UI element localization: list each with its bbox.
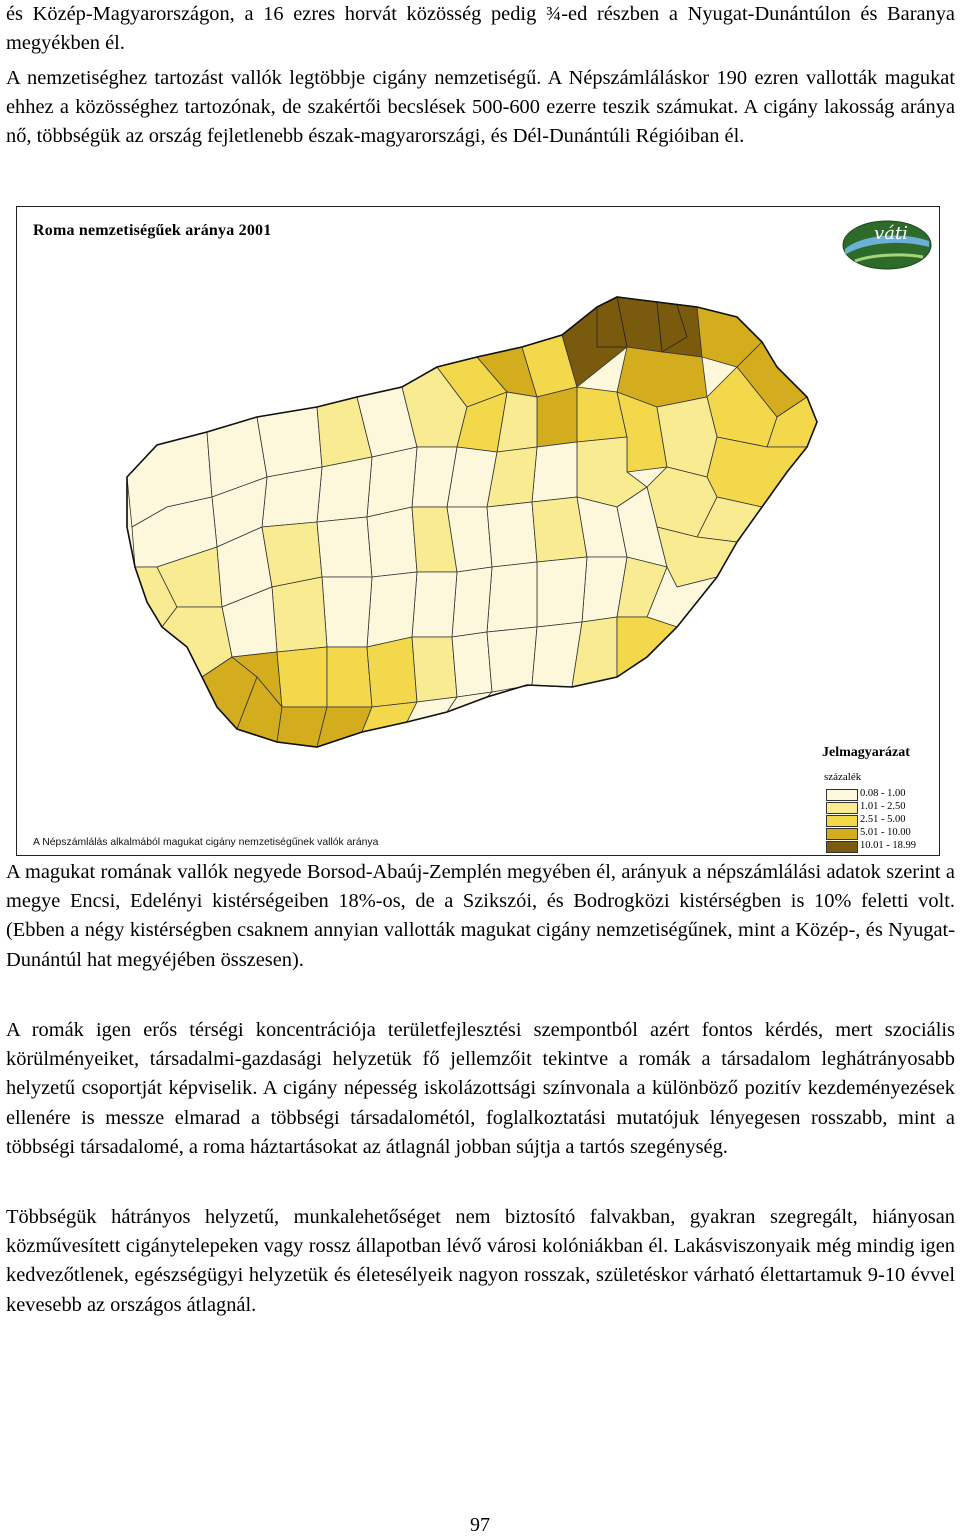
legend-label: 2.51 - 5.00 xyxy=(860,814,906,825)
legend-swatch xyxy=(826,789,858,801)
legend-swatch xyxy=(826,815,858,827)
paragraph-living-conditions: Többségük hátrányos helyzetű, munkalehet… xyxy=(6,1206,955,1316)
paragraph-concentration: A romák igen erős térségi koncentrációja… xyxy=(6,1019,955,1158)
legend-label: 1.01 - 2.50 xyxy=(860,801,906,812)
legend-label: 0.08 - 1.00 xyxy=(860,788,906,799)
legend-label: 10.01 - 18.99 xyxy=(860,840,916,851)
vati-logo: váti xyxy=(842,220,932,270)
map-figure: Roma nemzetiségűek aránya 2001 váti A Né… xyxy=(16,206,940,856)
legend-unit: százalék xyxy=(824,771,862,783)
legend-item: 5.01 - 10.00 xyxy=(826,827,936,840)
legend-swatch xyxy=(826,802,858,814)
legend-swatch xyxy=(826,841,858,853)
page-number: 97 xyxy=(470,1514,490,1536)
legend-label: 5.01 - 10.00 xyxy=(860,827,911,838)
map-legend: Jelmagyarázat százalék 0.08 - 1.00 1.01 … xyxy=(812,737,937,855)
paragraph-roma-count: A nemzetiséghez tartozást vallók legtöbb… xyxy=(6,67,955,148)
legend-item: 0.08 - 1.00 xyxy=(826,788,936,801)
paragraph-borsod: A magukat romának vallók negyede Borsod-… xyxy=(6,861,955,971)
legend-item: 10.01 - 18.99 xyxy=(826,840,936,853)
map-source-note: A Népszámlálás alkalmából magukat cigány… xyxy=(33,837,379,848)
legend-title: Jelmagyarázat xyxy=(822,745,910,760)
map-title: Roma nemzetiségűek aránya 2001 xyxy=(33,222,272,239)
paragraph-intro: és Közép-Magyarországon, a 16 ezres horv… xyxy=(6,3,955,55)
svg-text:váti: váti xyxy=(874,223,908,244)
legend-swatch xyxy=(826,828,858,840)
legend-item: 2.51 - 5.00 xyxy=(826,814,936,827)
legend-item: 1.01 - 2.50 xyxy=(826,801,936,814)
hungary-choropleth-map xyxy=(126,296,818,748)
